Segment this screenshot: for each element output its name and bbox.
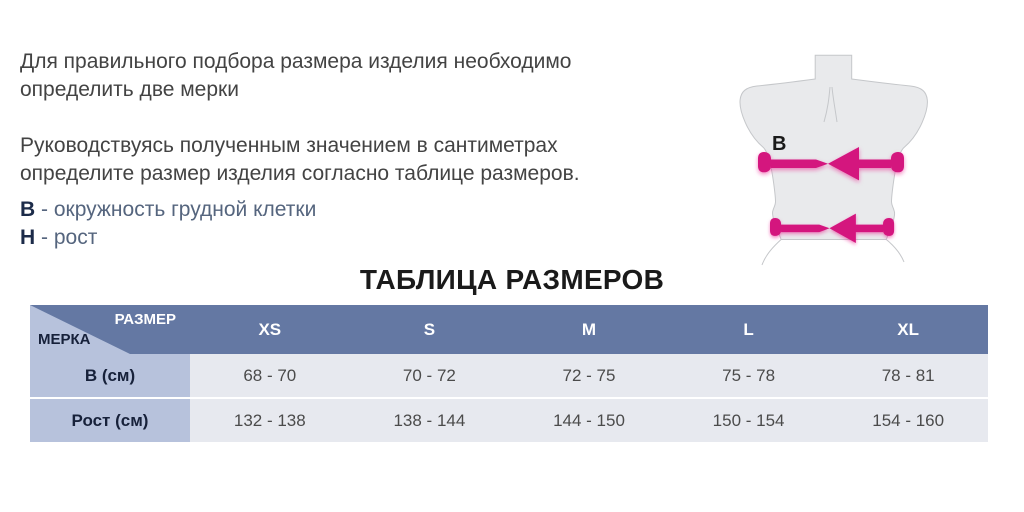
svg-text:B: B <box>772 133 786 155</box>
